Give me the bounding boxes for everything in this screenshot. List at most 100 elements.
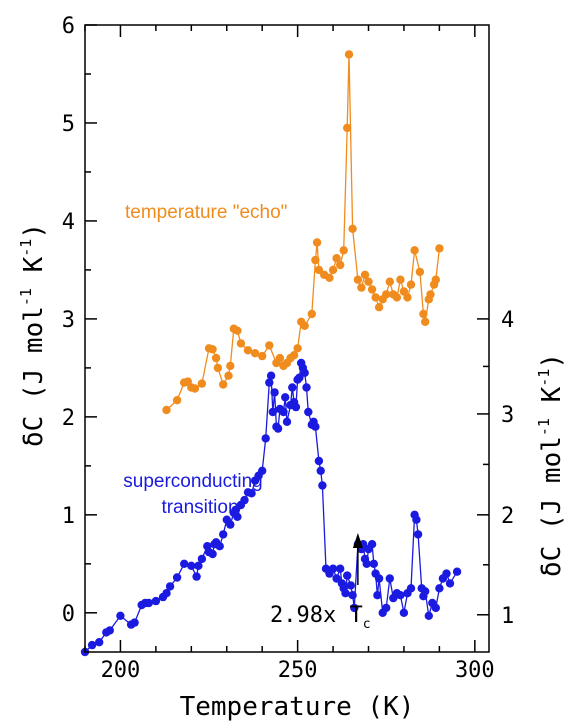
data-point — [348, 224, 357, 233]
data-point — [410, 246, 419, 255]
data-point — [282, 417, 292, 426]
data-point — [265, 378, 274, 387]
data-point — [367, 540, 377, 549]
data-point — [385, 277, 394, 286]
data-point — [197, 554, 207, 564]
data-point — [343, 571, 352, 580]
echo-annotation: temperature "echo" — [125, 202, 287, 223]
data-point — [187, 561, 196, 570]
data-point — [208, 345, 217, 354]
y-right-label-text: δC (J mol — [537, 436, 567, 577]
y-right-k: K — [537, 386, 567, 418]
data-point — [279, 407, 288, 417]
data-point — [270, 388, 279, 397]
y-right-sup-1: -1 — [535, 418, 553, 436]
data-point — [353, 275, 363, 284]
data-point — [385, 574, 394, 583]
data-point — [396, 591, 405, 600]
data-point — [343, 123, 352, 133]
arrow-head — [352, 533, 363, 548]
data-point — [412, 515, 421, 524]
data-point — [452, 567, 462, 576]
y-left-k: K — [19, 256, 49, 288]
y-left-sup-2: -1 — [17, 239, 35, 257]
data-point — [233, 512, 242, 521]
data-point — [288, 383, 297, 392]
data-point — [406, 584, 416, 593]
data-point — [435, 244, 444, 253]
plot-frame — [84, 24, 490, 653]
data-point — [295, 373, 304, 382]
data-point — [291, 402, 301, 412]
data-point — [415, 267, 425, 277]
data-point — [371, 293, 380, 302]
data-point — [233, 326, 242, 335]
data-point — [316, 466, 325, 475]
tc-subscript: c — [363, 617, 371, 632]
data-point — [304, 407, 313, 417]
y-axis-left-label: δC (J mol-1 K-1) — [17, 223, 49, 447]
data-point — [219, 380, 228, 389]
data-point — [360, 270, 370, 279]
y-left-paren: ) — [19, 223, 49, 239]
data-point — [419, 309, 428, 319]
data-point — [265, 341, 274, 350]
data-point — [95, 638, 104, 647]
data-point — [215, 542, 224, 551]
data-point — [219, 530, 228, 539]
data-point — [300, 321, 309, 330]
data-point — [311, 255, 320, 265]
data-point — [374, 303, 384, 312]
data-point — [348, 591, 357, 600]
data-point — [289, 351, 299, 360]
data-point — [346, 581, 355, 590]
data-point — [281, 393, 290, 402]
data-point — [250, 349, 260, 358]
data-point — [266, 371, 276, 380]
data-point — [350, 603, 359, 613]
data-point — [392, 293, 402, 302]
y-tick-label: 4 — [62, 210, 75, 235]
data-point — [258, 351, 267, 361]
data-point — [336, 564, 345, 573]
y-right-tick-label: 3 — [501, 403, 514, 428]
data-point — [165, 582, 175, 591]
data-point — [374, 574, 384, 583]
data-point — [247, 489, 256, 498]
data-point — [431, 603, 440, 613]
y-right-tick-label: 2 — [501, 504, 514, 529]
data-point — [300, 368, 309, 377]
series-line — [166, 54, 441, 411]
y-tick-label: 2 — [62, 406, 75, 431]
y-right-paren: ) — [537, 353, 567, 369]
data-point — [194, 561, 203, 570]
tc-annotation: 2.98x Tc — [270, 603, 371, 632]
y-axis-right-label: δC (J mol-1 K-1) — [535, 353, 567, 577]
data-point — [236, 339, 246, 348]
data-point — [413, 530, 423, 539]
x-tick-label: 300 — [455, 658, 495, 683]
data-point — [332, 254, 341, 263]
data-point — [403, 293, 412, 302]
data-point — [431, 275, 440, 284]
data-point — [426, 290, 435, 299]
data-point — [172, 396, 182, 405]
data-point — [367, 285, 377, 294]
data-point — [162, 589, 171, 598]
tc-arrow — [352, 533, 363, 585]
data-point — [406, 280, 416, 289]
echo-series — [162, 50, 444, 415]
data-point — [162, 405, 171, 415]
data-point — [325, 273, 334, 282]
data-point — [312, 238, 322, 247]
sc-annotation-line2: transition — [161, 497, 238, 518]
data-point — [311, 422, 320, 431]
data-point — [224, 371, 233, 380]
data-point — [231, 505, 240, 515]
data-point — [116, 611, 125, 620]
data-point — [357, 283, 366, 292]
x-axis-label: Temperature (K) — [180, 692, 415, 722]
data-point — [258, 466, 267, 475]
svg-text:δC (J mol-1 K-1): δC (J mol-1 K-1) — [17, 223, 49, 447]
data-point — [364, 277, 373, 286]
